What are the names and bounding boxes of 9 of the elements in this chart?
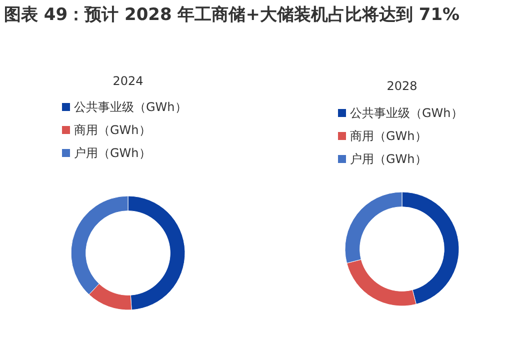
legend-label: 商用（GWh） bbox=[74, 123, 151, 137]
legend-label: 公共事业级（GWh） bbox=[74, 100, 187, 114]
chart-title: 2028 bbox=[386, 79, 418, 93]
chart-subtitle: 2024 bbox=[112, 74, 144, 88]
legend-label: 户用（GWh） bbox=[74, 146, 151, 160]
legend-label: 商用（GWh） bbox=[350, 129, 427, 143]
legend-label: 公共事业级（GWh） bbox=[350, 106, 463, 120]
text: 图表 49：预计 2028 年工商储+大储装机占比将达到 71% bbox=[4, 5, 460, 25]
legend-label: 户用（GWh） bbox=[350, 152, 427, 166]
